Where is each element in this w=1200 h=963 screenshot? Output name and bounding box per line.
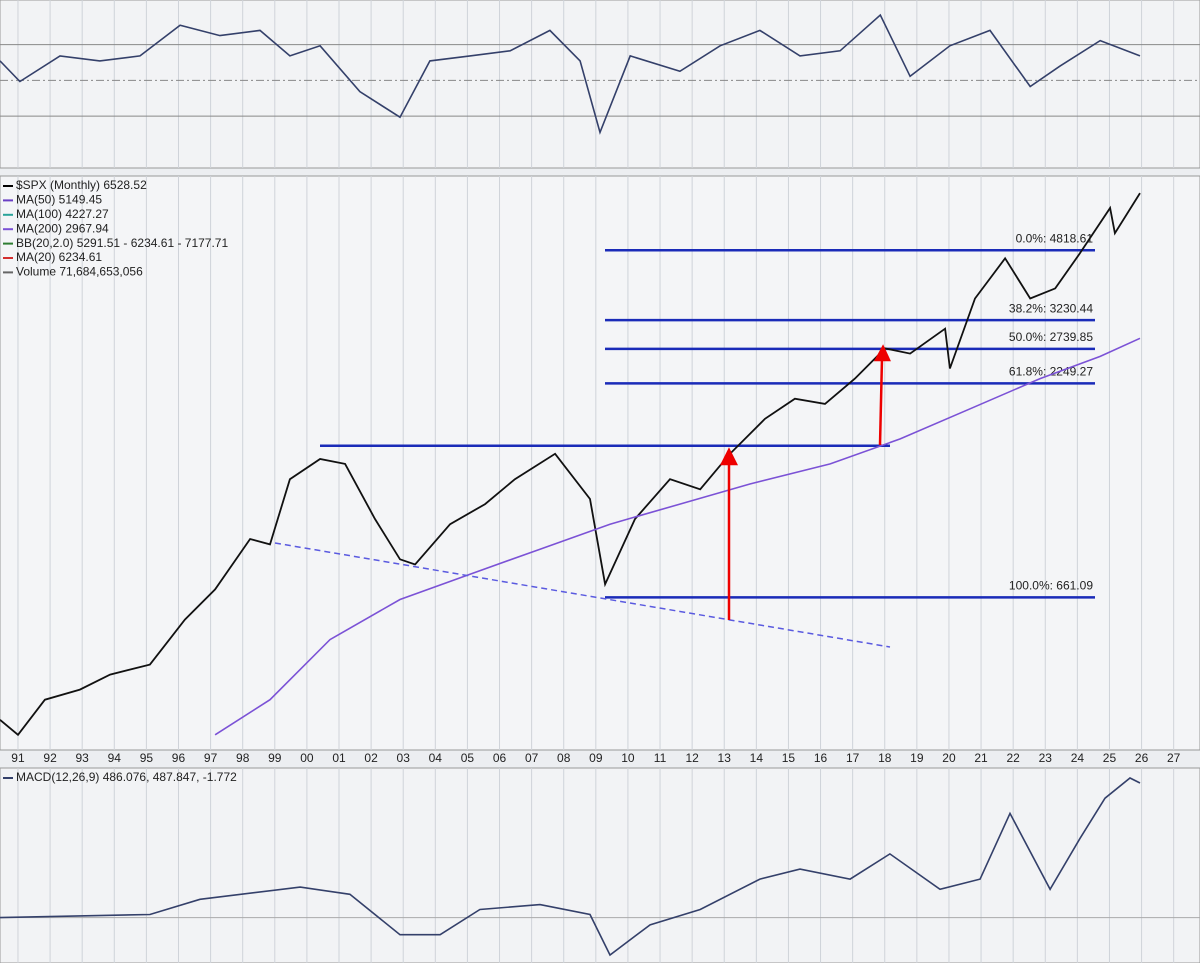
x-tick-label: 00 [300,751,314,765]
x-tick-label: 91 [11,751,25,765]
x-tick-label: 17 [846,751,860,765]
x-tick-label: 07 [525,751,539,765]
legend-label: Volume 71,684,653,056 [16,265,143,279]
fib-label: 50.0%: 2739.85 [1009,330,1093,344]
arrow-head [873,344,891,362]
x-tick-label: 09 [589,751,603,765]
x-tick-label: 01 [332,751,346,765]
rsi-panel [0,0,1200,169]
fib-label: 38.2%: 3230.44 [1009,301,1093,315]
x-tick-label: 98 [236,751,250,765]
x-tick-label: 27 [1167,751,1181,765]
legend-label: MA(100) 4227.27 [16,207,109,221]
x-tick-label: 04 [429,751,443,765]
x-tick-label: 25 [1103,751,1117,765]
x-tick-label: 06 [493,751,507,765]
series-line [0,13,1141,135]
fib-label: 61.8%: 2249.27 [1009,365,1093,379]
legend-label: BB(20,2.0) 5291.51 - 6234.61 - 7177.71 [16,236,228,250]
x-tick-label: 22 [1006,751,1020,765]
x-tick-label: 26 [1135,751,1149,765]
x-tick-label: 12 [685,751,699,765]
legend-label: MA(50) 5149.45 [16,193,102,207]
x-tick-label: 97 [204,751,218,765]
x-tick-label: 21 [974,751,988,765]
price-panel [0,175,1200,751]
fib-label: 0.0%: 4818.61 [1016,231,1094,245]
arrows [719,344,891,620]
legend-label: MACD(12,26,9) 486.076, 487.847, -1.772 [16,770,237,784]
series-line [0,777,1141,957]
x-tick-label: 02 [364,751,378,765]
x-tick-label: 14 [750,751,764,765]
x-tick-label: 15 [782,751,796,765]
x-tick-label: 20 [942,751,956,765]
x-tick-label: 16 [814,751,828,765]
macd-panel [0,767,1200,963]
x-tick-label: 24 [1071,751,1085,765]
x-tick-label: 11 [654,751,667,765]
x-tick-label: 94 [108,751,122,765]
arrow [878,357,884,446]
legend-label: MA(20) 6234.61 [16,250,102,264]
x-tick-label: 23 [1039,751,1053,765]
legend-label: MA(200) 2967.94 [16,221,109,235]
arrow-head [719,447,739,466]
x-tick-label: 19 [910,751,924,765]
x-tick-label: 13 [718,751,732,765]
series-line [0,192,1141,737]
x-tick-label: 99 [268,751,282,765]
x-tick-label: 96 [172,751,186,765]
fib-label: 100.0%: 661.09 [1009,579,1093,593]
x-tick-label: 93 [76,751,90,765]
series-line [214,337,1141,736]
legend-label: $SPX (Monthly) 6528.52 [16,178,147,192]
x-tick-label: 08 [557,751,571,765]
x-tick-label: 10 [621,751,635,765]
x-tick-label: 18 [878,751,892,765]
x-tick-label: 03 [397,751,411,765]
x-tick-label: 05 [461,751,475,765]
x-tick-label: 95 [140,751,154,765]
trendline [274,542,891,648]
x-tick-label: 92 [43,751,57,765]
